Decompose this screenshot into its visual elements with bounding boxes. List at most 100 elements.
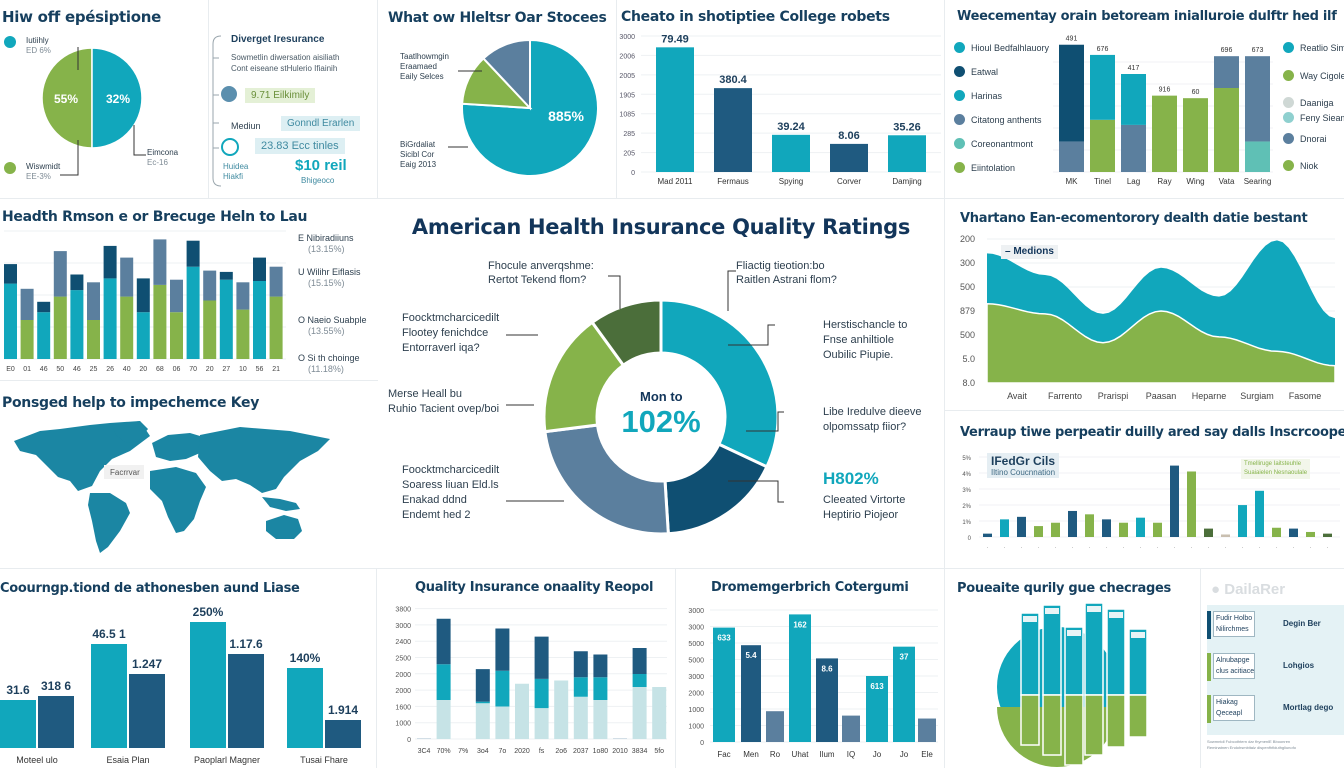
insurance-info-block: Diverget Iresurance Sowmetlin diwersatio…	[209, 28, 377, 193]
y-tick-label: 1000	[688, 707, 704, 714]
data-label: 885%	[548, 108, 584, 124]
panel-title: Poueaite qurily gue checrages	[957, 581, 1171, 596]
bar-segment	[593, 700, 608, 739]
donut-center-value: 102%	[621, 404, 701, 439]
divider	[0, 198, 1344, 199]
x-tick-label: Searing	[1244, 177, 1272, 186]
bar	[38, 696, 74, 748]
panel-stacked-top-right: Weecementay orain betoream inialluroie d…	[945, 0, 1344, 198]
y-tick-label: 2%	[962, 504, 971, 510]
legend-item: Harinas	[954, 90, 1002, 101]
bar-segment	[236, 282, 250, 310]
data-label: 162	[793, 620, 807, 629]
x-tick-label: ·	[1021, 545, 1023, 551]
big-value-caption: Bhigeoco	[301, 176, 335, 185]
x-tick-label: Paoplarl Magner	[194, 755, 260, 765]
bar-segment	[203, 270, 217, 301]
x-tick-label: Esaia Plan	[106, 755, 149, 765]
data-label: 613	[870, 682, 884, 691]
legend-swatch	[1283, 97, 1294, 108]
card-footnote: Sowmntdl Fubcothtern dar fhymenlE Bboonr…	[1207, 739, 1296, 750]
x-tick-label: Ilum	[819, 750, 834, 759]
side-stat: E Nibiradiiuns (13.15%)	[298, 233, 354, 254]
cloud-icon	[221, 86, 237, 102]
bar-segment	[495, 628, 510, 671]
legend-swatch	[954, 162, 965, 173]
data-label: 8.6	[821, 664, 833, 673]
leader-line	[60, 140, 79, 176]
bar	[228, 654, 264, 748]
x-tick-label: Men	[743, 750, 759, 759]
radial-bar	[1064, 626, 1084, 696]
divider	[944, 0, 945, 768]
bar-segment	[554, 680, 569, 739]
bar-segment	[1059, 44, 1084, 142]
legend-box: Fudir Holbo Nilirchmes	[1213, 611, 1255, 637]
y-tick-label: 2000	[395, 672, 411, 679]
bar-segment	[1121, 74, 1146, 125]
main-title: American Health Insurance Quality Rating…	[411, 215, 911, 239]
bar	[1000, 519, 1009, 537]
bar-segment	[136, 312, 150, 359]
x-tick-label: ·	[1191, 545, 1193, 551]
leader-line	[728, 480, 784, 503]
bar-segment	[253, 281, 266, 359]
bar-label-box	[1067, 630, 1081, 636]
info-heading: Diverget Iresurance	[231, 34, 325, 45]
legend-label: Citatong anthents	[971, 114, 1042, 125]
bar	[866, 676, 888, 742]
bar-segment	[4, 264, 17, 284]
x-tick-label: Farrento	[1048, 391, 1082, 401]
bar-segment	[37, 301, 51, 313]
bar-label-box	[1109, 612, 1123, 618]
legend-label: Harinas	[971, 90, 1003, 101]
legend-accent-bar	[1207, 653, 1211, 681]
panel-stacked-bottom-second: Quality Insurance onaality Reopol 0 1000 1…	[377, 569, 675, 768]
donut-callout-value: H802%	[823, 469, 879, 488]
legend-item: Daaniga	[1283, 97, 1334, 108]
bar-chart-bottom-third: 0 1000 1000 2000 3000 5000 5000 3000 3000 633 Fac 5…	[688, 608, 938, 759]
x-tick-label: IQ	[847, 750, 855, 759]
data-label: 46.5 1	[92, 627, 126, 641]
bar	[1136, 517, 1145, 537]
legend-label: Eatwal	[971, 66, 999, 77]
bar	[983, 533, 992, 537]
data-label: 140%	[290, 651, 321, 665]
panel-title: Cheato in shotiptiee College robets	[621, 9, 890, 25]
legend-swatch	[1283, 70, 1294, 81]
data-label: 79.49	[661, 33, 689, 45]
x-tick-label: 70	[189, 366, 197, 373]
bar-segment	[652, 687, 667, 739]
side-stat: O Naeio Suabple (13.55%)	[298, 315, 367, 336]
bar-segment	[1090, 54, 1115, 120]
y-tick-label: 500	[960, 330, 975, 340]
legend-box: Hiakag Qeceapl	[1213, 695, 1255, 721]
bar-segment	[253, 257, 266, 281]
bar	[888, 135, 926, 172]
bar	[1272, 527, 1281, 537]
x-tick-label: ·	[1004, 545, 1006, 551]
bar	[1085, 514, 1094, 537]
x-tick-label: 1o80	[593, 748, 609, 755]
y-tick-label: 3000	[688, 674, 704, 681]
bar-segment	[170, 312, 183, 359]
y-tick-label: 1%	[962, 520, 971, 526]
bar-chart-top-third: 0 205 285 1085 1905 2005 2006 3000 79.49 Mad 2011…	[619, 33, 941, 186]
x-tick-label: Uhat	[792, 750, 810, 759]
info-tag: Gonndl Erarlen	[281, 116, 361, 131]
radial-bar	[1020, 612, 1040, 696]
y-tick-label: 200	[960, 234, 975, 244]
bar	[129, 674, 165, 748]
data-label: 696	[1221, 47, 1233, 54]
divider	[616, 0, 617, 198]
legend-dash-icon: –	[1005, 246, 1014, 257]
pie-slice	[482, 38, 531, 111]
bar-segment	[1090, 119, 1115, 172]
legend-swatch	[954, 138, 965, 149]
bar-segment	[573, 677, 588, 697]
info-icon	[4, 36, 16, 48]
data-label: 676	[1097, 46, 1109, 53]
legend-item: Way Cigole	[1283, 70, 1344, 81]
bar	[91, 644, 127, 748]
x-tick-label: Moteel ulo	[16, 755, 58, 765]
